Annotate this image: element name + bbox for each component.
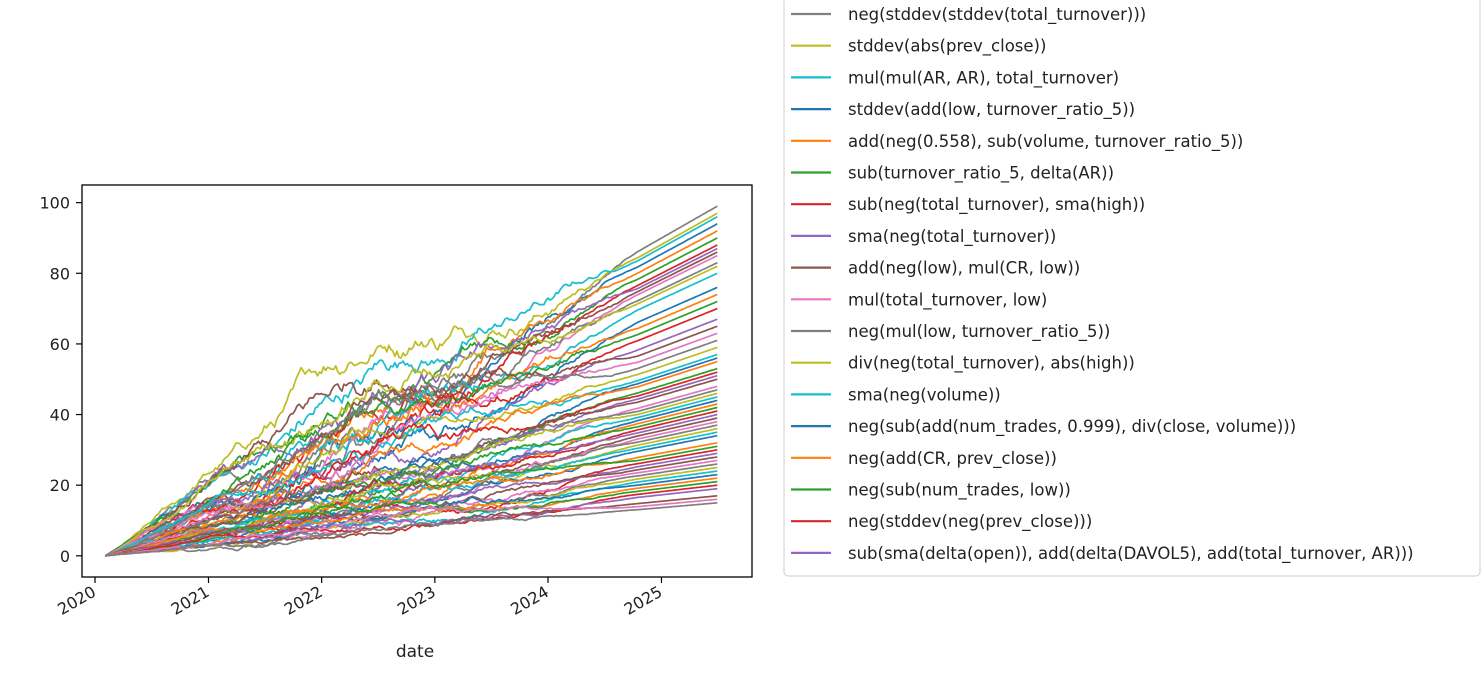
legend-label: neg(mul(low, turnover_ratio_5)) <box>848 322 1110 342</box>
series-line <box>104 212 718 557</box>
series-line <box>104 293 718 557</box>
legend-label: sub(turnover_ratio_5, delta(AR)) <box>848 164 1114 184</box>
plot-frame <box>81 184 753 578</box>
series-line <box>104 244 718 557</box>
series-line <box>105 353 718 557</box>
legend-label: sub(neg(total_turnover), sma(high)) <box>848 195 1145 215</box>
series-line <box>105 463 718 557</box>
legend-label: sub(sma(delta(open)), add(delta(DAVOL5),… <box>848 544 1414 564</box>
legend-label: neg(add(CR, prev_close)) <box>848 449 1057 469</box>
x-tick-label: 2021 <box>168 582 213 619</box>
legend-frame <box>783 0 1481 577</box>
y-tick-label: 60 <box>50 335 70 354</box>
legend-label: stddev(abs(prev_close)) <box>848 37 1046 57</box>
series-line <box>105 360 718 557</box>
series-line <box>105 445 718 557</box>
x-tick-label: 2025 <box>621 582 666 619</box>
series-line <box>105 413 718 557</box>
x-axis-label: date <box>396 642 434 662</box>
plot-lines <box>104 205 718 557</box>
series-line <box>105 339 718 557</box>
series-line <box>104 286 718 557</box>
x-tick-label: 2020 <box>54 582 99 619</box>
series-line <box>104 332 718 557</box>
y-tick-label: 0 <box>60 547 70 566</box>
legend-label: sma(neg(volume)) <box>848 385 1001 404</box>
y-tick-label: 80 <box>50 264 70 283</box>
legend: neg(stddev(stddev(total_turnover)))stdde… <box>783 0 1481 577</box>
legend-label: stddev(add(low, turnover_ratio_5)) <box>848 100 1135 120</box>
series-line <box>105 470 718 557</box>
legend-label: mul(total_turnover, low) <box>848 290 1047 310</box>
series-line <box>105 346 718 557</box>
series-line <box>105 484 718 557</box>
legend-label: div(neg(total_turnover), abs(high)) <box>848 354 1135 374</box>
legend-label: neg(sub(add(num_trades, 0.999), div(clos… <box>848 417 1296 437</box>
series-line <box>105 388 718 557</box>
legend-label: neg(sub(num_trades, low)) <box>848 481 1071 501</box>
legend-label: add(neg(0.558), sub(volume, turnover_rat… <box>848 132 1243 152</box>
legend-label: mul(mul(AR, AR), total_turnover) <box>848 68 1119 88</box>
series-line <box>104 265 718 557</box>
series-line <box>104 307 718 557</box>
series-line <box>104 325 718 557</box>
series-line <box>104 300 718 557</box>
legend-label: neg(stddev(neg(prev_close))) <box>848 512 1092 532</box>
legend-label: sma(neg(total_turnover)) <box>848 227 1056 247</box>
x-tick-label: 2023 <box>394 582 439 619</box>
legend-label: add(neg(low), mul(CR, low)) <box>848 259 1080 278</box>
y-tick-label: 100 <box>39 194 70 213</box>
x-tick-label: 2024 <box>507 582 552 619</box>
legend-label: neg(stddev(stddev(total_turnover))) <box>848 5 1146 25</box>
series-line <box>104 216 718 557</box>
y-tick-label: 20 <box>50 476 70 495</box>
y-tick-label: 40 <box>50 406 70 425</box>
x-tick-label: 2022 <box>281 582 326 619</box>
series-line <box>105 501 718 557</box>
